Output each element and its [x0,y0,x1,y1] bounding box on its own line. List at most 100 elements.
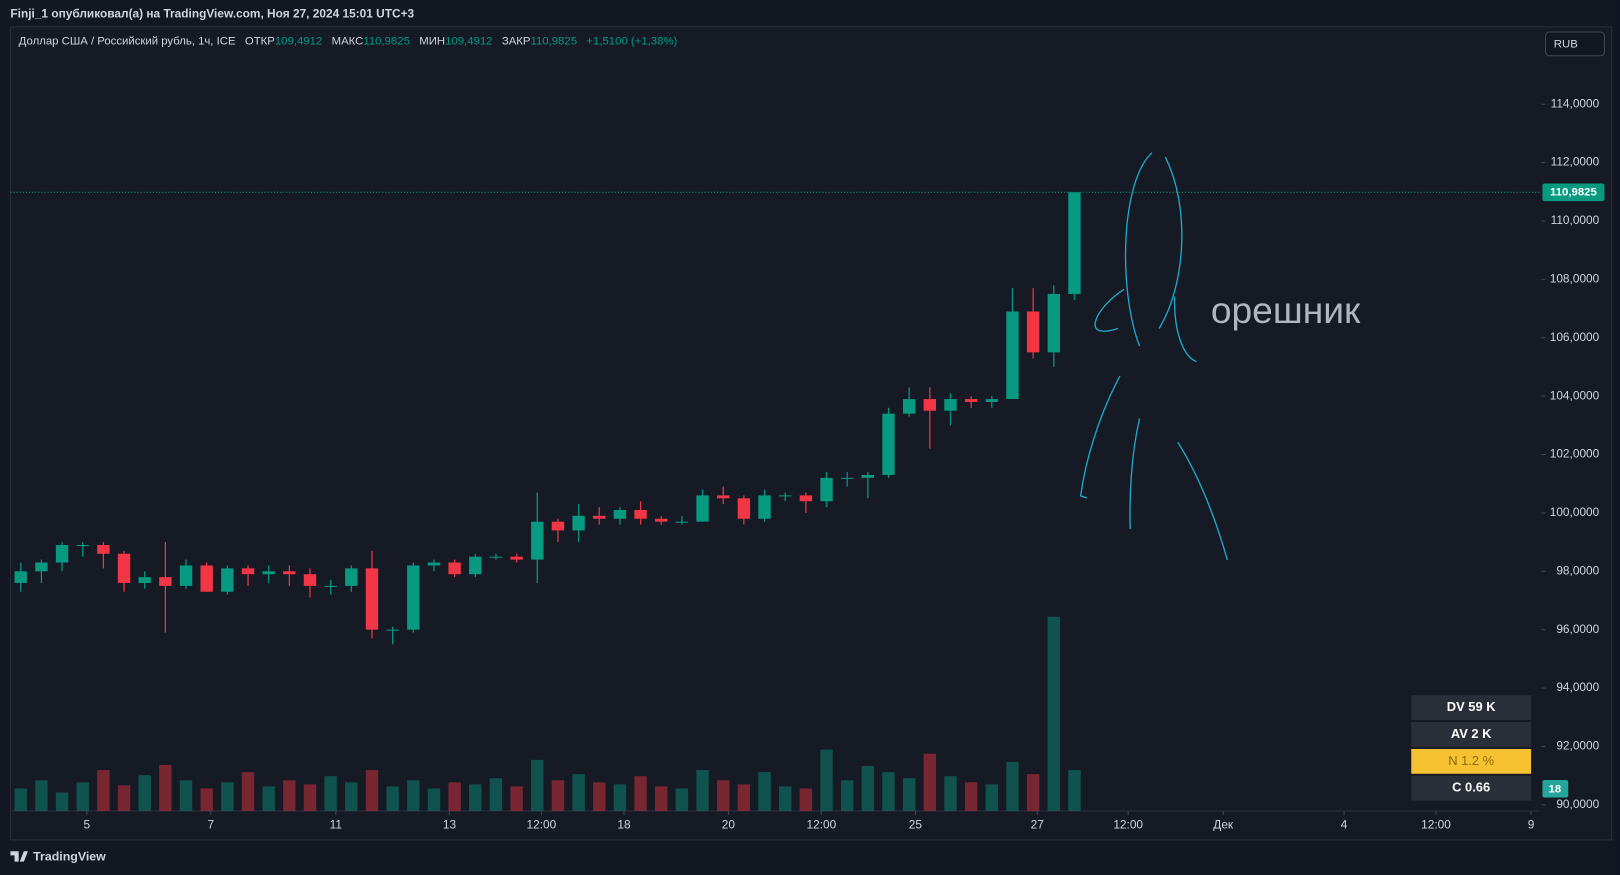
y-tick-label: 114,0000 [1551,96,1600,110]
change: +1,5100 (+1,38%) [586,35,677,47]
candle-body [159,577,172,586]
candle-body [365,568,379,630]
volume-bar [634,776,647,811]
publisher: Finji_1 опубликовал(а) на TradingView.co… [10,7,414,21]
y-tick-label: 108,0000 [1550,272,1600,286]
x-tick-label: 7 [208,818,215,832]
volume-bar [324,776,337,811]
stat-bg [1411,695,1532,721]
volume-bar [985,784,999,811]
last-price-tag [1542,183,1605,202]
stat: DV 59 K [1447,699,1496,714]
stat: N 1.2 % [1448,753,1494,768]
candle-body [241,568,255,575]
candle-body [303,574,317,586]
x-tick-label: 12:00 [1421,818,1451,832]
volume-bar [964,782,978,811]
volume-bar [262,786,275,811]
candle-body [779,495,792,497]
stroke [1177,441,1229,561]
candle-body [1006,311,1019,400]
candle-body [655,518,668,522]
volume-bar [159,764,172,811]
candle-body [35,562,48,572]
candle-body [283,571,296,575]
y-tick-label: 106,0000 [1550,330,1600,344]
x-tick-label: 12:00 [1113,818,1143,832]
volume-bar [489,778,503,811]
logo-mark [10,851,28,862]
symbol: Доллар США / Российский рубль, 1ч, ICE [19,35,236,47]
volume-bar [76,782,89,811]
volume-bar [1026,774,1040,811]
stats-box: DV 59 K AV 2 K N 1.2 % C 0.66 [1411,695,1532,801]
ohlc-label: МАКС [332,35,364,47]
badge-bg [1542,779,1569,798]
candle-body [758,495,771,519]
stroke [1129,418,1141,529]
volume-bar [283,780,296,811]
candle-body [489,556,503,558]
x-tick-label: 27 [1031,818,1044,832]
candle-body [613,509,627,519]
volume-bar [923,753,937,811]
candle-body [1026,311,1040,353]
x-tick-label: 18 [617,818,631,832]
volume-bar [696,770,709,811]
stat-bg [1411,775,1532,801]
currency[interactable]: RUB [1554,38,1578,50]
candle-body [427,562,441,566]
volume-bar [448,782,461,811]
y-tick-label: 100,0000 [1550,505,1600,519]
y-tick-label: 90,0000 [1556,797,1599,811]
ohlc-value: 109,4912 [275,35,322,47]
candle-body [799,495,813,502]
ohlc-label: МИН [419,35,445,47]
logo: TradingView [10,850,106,864]
volume-bar [820,749,833,811]
candle-body [221,568,234,592]
y-tick-label: 104,0000 [1550,388,1600,402]
annotation: орешник [1211,289,1361,331]
stroke [1158,156,1183,329]
volume-bar [572,774,585,811]
candle-body [1068,192,1081,294]
volume-bar [675,788,689,811]
candle-body [572,515,585,531]
stat: C 0.66 [1452,780,1490,795]
volume-bar [779,786,792,811]
volume-bar [758,772,771,811]
volume-bar [55,792,69,811]
volume-bar [35,780,48,811]
candle-body [717,495,730,499]
candle-body [117,553,131,583]
x-tick-label: 13 [443,818,457,832]
stroke [1173,296,1197,363]
volume-bar [861,765,875,811]
y-tick-label: 102,0000 [1550,447,1600,461]
candle-body [737,498,751,519]
ohlc-value: 110,9825 [530,35,577,47]
candle-body [820,477,833,502]
volume-bar [14,788,27,811]
candle-body [1047,293,1060,353]
chart-pane [9,26,1613,841]
volume-bar [944,776,957,811]
volume-bar [840,780,854,811]
volume-bar [221,782,234,811]
ohlc-label: ЗАКР [502,35,531,47]
currency-button[interactable] [1545,31,1605,57]
volume-bar [551,780,565,811]
candle-body [985,399,999,402]
ohlc-value: 110,9825 [363,35,410,47]
candle-body [944,399,957,411]
candle-body [964,399,978,402]
plot [14,192,1081,811]
candle-body [179,565,193,586]
y-tick-label: 92,0000 [1556,739,1599,753]
y-tick-label: 94,0000 [1556,680,1599,694]
y-tick-label: 112,0000 [1551,155,1600,169]
volume-bar [179,780,193,811]
